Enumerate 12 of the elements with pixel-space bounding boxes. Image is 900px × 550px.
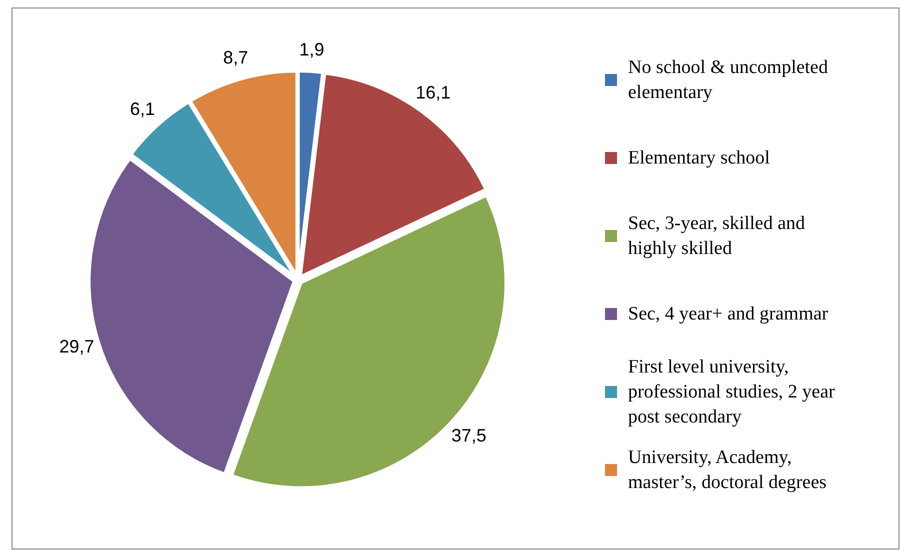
data-label: 6,1 [130,99,156,120]
legend-label: Elementary school [628,148,770,168]
legend-label: No school & uncompleted elementary [628,57,828,103]
data-label: 29,7 [59,336,94,357]
data-label: 37,5 [451,425,486,446]
data-label: 1,9 [299,39,324,60]
legend-label: First level university, professional studies, 2 year post secondary [628,356,836,428]
legend-label: Sec, 3-year, skilled and highly skilled [628,213,806,259]
data-label: 8,7 [223,48,248,68]
legend-label: University, Academy, master’s, doctoral degrees [628,447,827,493]
data-label: 16,1 [416,82,451,103]
legend-label: Sec, 4 year+ and grammar [628,304,829,324]
